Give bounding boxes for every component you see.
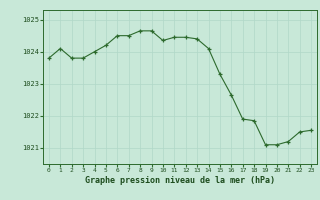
X-axis label: Graphe pression niveau de la mer (hPa): Graphe pression niveau de la mer (hPa) bbox=[85, 176, 275, 185]
